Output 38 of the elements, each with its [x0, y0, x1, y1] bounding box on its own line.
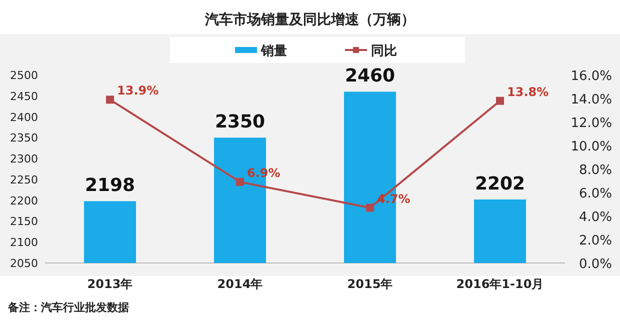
text: 备注：汽车行业批发数据 — [7, 301, 129, 314]
x-tick-label: 2013年 — [87, 277, 133, 291]
y2-tick-label: 14.0% — [570, 92, 612, 108]
y-tick-label: 2250 — [10, 173, 38, 186]
y2-tick-label: 0.0% — [578, 257, 612, 272]
legend-label: 销量 — [260, 44, 287, 59]
x-tick-label: 2014年 — [217, 277, 263, 291]
y-tick-label: 2150 — [10, 215, 38, 228]
point — [236, 178, 244, 186]
data-label: 13.9% — [117, 84, 159, 98]
y-tick-label: 2450 — [10, 90, 38, 103]
y2-tick-label: 10.0% — [570, 140, 612, 154]
y2-tick-label: 16.0% — [570, 69, 612, 84]
data-label: 2198 — [84, 175, 136, 196]
y2-tick-label: 4.0% — [578, 210, 612, 225]
data-label: 2202 — [474, 174, 526, 194]
y2-tick-label: 2.0% — [578, 234, 612, 248]
y-tick-label: 2350 — [10, 132, 38, 145]
y-tick-label: 2400 — [10, 110, 38, 124]
y-tick-label: 2300 — [10, 152, 38, 166]
point — [366, 204, 374, 212]
y2-tick-label: 12.0% — [570, 116, 612, 131]
data-label: 2460 — [344, 66, 396, 87]
y-tick-label: 2200 — [10, 194, 38, 208]
chart-title: 汽车市场销量及同比增速（万辆） — [204, 11, 415, 28]
data-label: 4.7% — [377, 192, 410, 206]
y-tick-label: 2500 — [10, 69, 38, 82]
y-tick-label: 2050 — [10, 257, 38, 270]
x-tick-label: 2016年1-10月 — [456, 277, 544, 291]
data-label: 2350 — [214, 112, 266, 133]
y2-tick-label: 8.0% — [578, 163, 612, 178]
point — [106, 96, 114, 104]
y-tick-label: 2100 — [10, 236, 38, 250]
data-label: 13.8% — [507, 84, 549, 99]
x-tick-label: 2015年 — [347, 277, 393, 291]
legend-label: 同比 — [371, 44, 397, 59]
point — [496, 96, 504, 105]
y2-tick-label: 6.0% — [578, 186, 612, 202]
